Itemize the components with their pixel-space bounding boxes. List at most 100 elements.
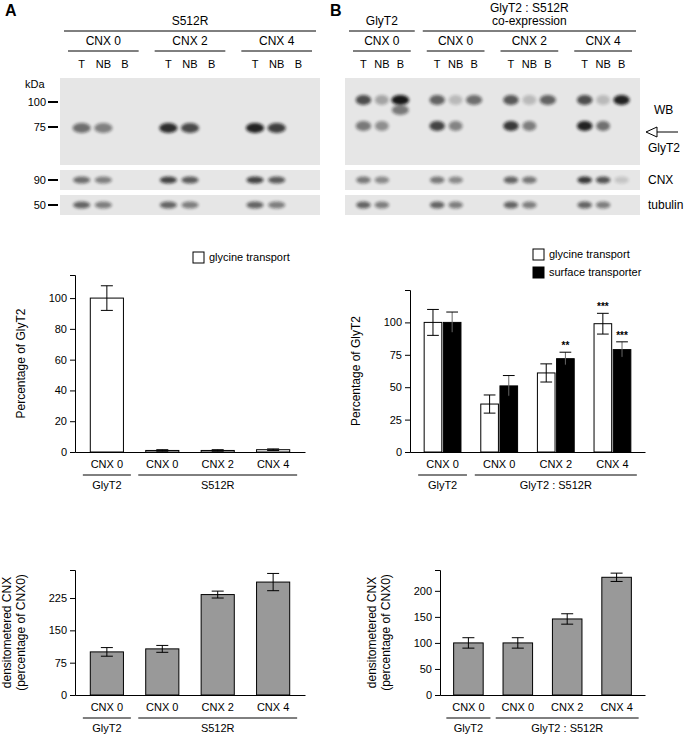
blot-band xyxy=(522,202,537,209)
marker-label: 50 xyxy=(34,199,46,211)
x-tick-label: CNX 2 xyxy=(551,701,583,713)
lane-label: T xyxy=(252,58,259,70)
error-cap xyxy=(560,352,572,353)
marker-tick xyxy=(48,101,58,103)
blot-band xyxy=(246,123,264,133)
error-cap xyxy=(503,375,515,376)
blot-image xyxy=(345,195,640,215)
y-tick: 100 xyxy=(384,316,410,328)
plot-area xyxy=(90,573,289,695)
y-tick: 150 xyxy=(414,611,440,623)
y-tick: 100 xyxy=(414,637,440,649)
legend: glycine transportsurface transporter xyxy=(533,248,642,278)
y-tick-mark xyxy=(405,387,410,388)
blot-band xyxy=(596,95,610,105)
bar-chart: 075150225CNX 0CNX 0CNX 2CNX 4GlyT2S512Rd… xyxy=(0,571,306,735)
figure: AS512RCNX 0TNBBCNX 2TNBBCNX 4TNBBkDa1007… xyxy=(0,0,700,739)
legend-swatch xyxy=(533,267,544,278)
error-cap xyxy=(101,647,113,648)
y-tick: 50 xyxy=(390,381,410,393)
figure-svg: AS512RCNX 0TNBBCNX 2TNBBCNX 4TNBBkDa1007… xyxy=(0,0,700,739)
blot-group-label: CNX 4 xyxy=(585,34,621,48)
y-tick-mark xyxy=(435,617,440,618)
y-tick: 150 xyxy=(49,624,75,636)
x-tick: CNX 0 xyxy=(426,458,458,470)
lane-label: NB xyxy=(374,58,389,70)
x-tick-label: CNX 4 xyxy=(596,458,628,470)
blot-group-label: CNX 0 xyxy=(364,34,400,48)
blot-band xyxy=(159,123,177,133)
x-tick: CNX 0 xyxy=(146,458,178,470)
x-tick-label: CNX 0 xyxy=(483,458,515,470)
group-rule xyxy=(138,475,297,476)
error-bar xyxy=(540,364,552,382)
blot-band xyxy=(95,177,112,184)
x-axis-line xyxy=(441,695,646,696)
error-bar xyxy=(484,395,496,413)
bar-chart: 050100150200CNX 0CNX 0CNX 2CNX 4GlyT2Gly… xyxy=(365,571,646,735)
error-cap xyxy=(611,581,623,582)
blot-image xyxy=(60,78,320,165)
y-tick-mark xyxy=(70,360,75,361)
y-axis-line xyxy=(70,571,76,696)
error-line xyxy=(162,645,163,652)
lane-label: B xyxy=(470,58,477,70)
plot-area xyxy=(454,573,632,695)
x-axis: CNX 0CNX 0CNX 2CNX 4 xyxy=(441,696,646,713)
error-bar xyxy=(597,313,609,334)
group-rule xyxy=(138,718,297,719)
error-cap xyxy=(540,363,552,364)
blot-band xyxy=(540,95,556,105)
blot-band xyxy=(95,202,112,209)
x-tick-label: CNX 4 xyxy=(257,701,289,713)
error-cap xyxy=(561,613,573,614)
group-label: GlyT2 : S512R xyxy=(520,479,592,491)
error-line xyxy=(616,573,617,581)
blot-band xyxy=(375,177,390,184)
error-bar xyxy=(101,286,113,311)
bar xyxy=(537,373,555,452)
y-tick-label: 100 xyxy=(49,292,67,304)
error-line xyxy=(106,648,107,657)
panel-letter: A xyxy=(5,2,17,19)
y-tick-mark xyxy=(70,663,75,664)
blot-group-label: CNX 2 xyxy=(512,34,548,48)
y-tick-label: 75 xyxy=(55,657,67,669)
lane-label: T xyxy=(165,58,172,70)
group-rule xyxy=(496,718,639,719)
error-cap xyxy=(156,652,168,653)
x-axis: CNX 0CNX 0CNX 2CNX 4 xyxy=(76,453,306,470)
marker-tick xyxy=(48,204,58,206)
y-tick: 0 xyxy=(61,689,75,701)
blot-band xyxy=(577,95,592,105)
blot-group-label: CNX 0 xyxy=(438,34,474,48)
group-rule xyxy=(83,718,131,719)
y-axis-title: (percentage of CNX0) xyxy=(379,574,393,691)
x-tick: CNX 2 xyxy=(551,701,583,713)
error-line xyxy=(546,364,547,382)
marker-label: 90 xyxy=(34,174,46,186)
x-tick: CNX 2 xyxy=(540,458,572,470)
blot-band xyxy=(448,202,463,209)
error-bar xyxy=(503,376,515,397)
error-bar xyxy=(560,352,572,365)
error-cap xyxy=(156,449,168,450)
blot-band xyxy=(73,123,91,133)
plot-area xyxy=(424,309,631,452)
lane-label: T xyxy=(360,58,367,70)
y-tick-label: 150 xyxy=(414,611,432,623)
error-cap xyxy=(503,396,515,397)
y-axis: 0255075100 xyxy=(384,291,411,459)
group-label: GlyT2 xyxy=(92,479,121,491)
legend-swatch xyxy=(193,252,204,263)
error-bar xyxy=(616,342,628,358)
x-tick: CNX 0 xyxy=(502,701,534,713)
error-line xyxy=(432,309,433,335)
error-bar xyxy=(267,573,279,590)
significance: ** xyxy=(562,340,570,351)
bar xyxy=(500,386,518,452)
lane-label: B xyxy=(208,58,215,70)
bar xyxy=(146,649,179,695)
blot-band xyxy=(596,202,611,209)
blot-band xyxy=(160,177,177,184)
